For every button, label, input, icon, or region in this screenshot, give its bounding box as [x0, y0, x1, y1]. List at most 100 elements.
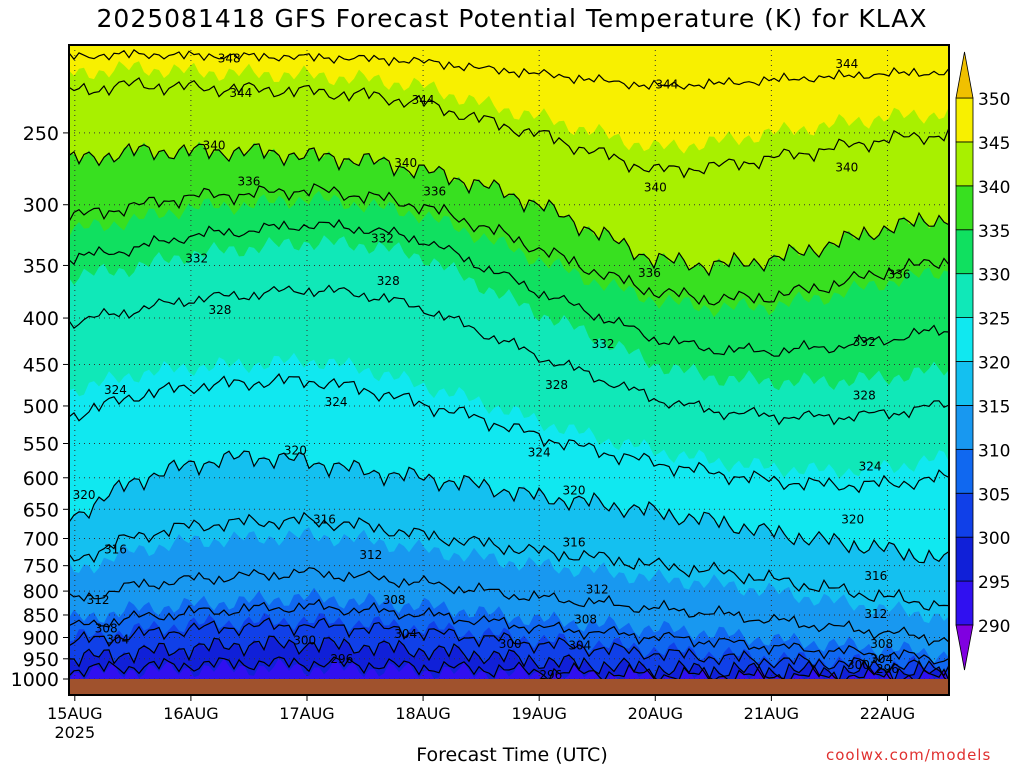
colorbar-segment-320: [955, 317, 974, 362]
colorbar-label-340: 340: [978, 178, 1010, 198]
x-axis-title: Forecast Time (UTC): [416, 744, 608, 766]
contour-label-304: 304: [106, 633, 129, 647]
contour-320: [69, 450, 949, 564]
contour-label-296: 296: [539, 668, 562, 682]
contour-label-320: 320: [73, 488, 96, 502]
y-tick-label-950: 950: [23, 649, 59, 671]
contour-label-316: 316: [563, 535, 586, 549]
contour-line-layer: [69, 49, 949, 684]
y-tick-label-400: 400: [23, 308, 59, 330]
contour-label-328: 328: [208, 303, 231, 317]
contour-label-312: 312: [359, 548, 382, 562]
y-axis: 2503003504004505005506006507007508008509…: [11, 123, 69, 691]
contour-label-328: 328: [545, 378, 568, 392]
y-tick-label-350: 350: [23, 255, 59, 277]
colorbar-label-310: 310: [978, 441, 1010, 461]
contour-label-312: 312: [864, 607, 887, 621]
y-tick-label-500: 500: [23, 396, 59, 418]
temperature-fill-layer: [69, 45, 949, 687]
contour-label-332: 332: [371, 232, 394, 246]
contour-340: [69, 142, 949, 277]
x-tick-label-19AUG: 19AUG: [511, 704, 566, 723]
x-tick-label-17AUG: 17AUG: [279, 704, 334, 723]
colorbar-segment-295: [955, 536, 974, 582]
contour-label-308: 308: [95, 622, 118, 636]
contour-label-336: 336: [888, 267, 911, 281]
x-tick-label-16AUG: 16AUG: [163, 704, 218, 723]
contour-300: [69, 635, 949, 683]
contour-308: [69, 598, 949, 665]
contour-label-332: 332: [185, 252, 208, 266]
colorbar-segment-300: [955, 492, 974, 538]
contour-label-312: 312: [586, 583, 609, 597]
contour-label-348: 348: [218, 52, 241, 66]
contour-label-308: 308: [383, 593, 406, 607]
colorbar-top-arrow: [955, 51, 974, 99]
colorbar: 290 295 300 305 310 315 320 325 330 335 340 345 350: [955, 51, 1010, 671]
x-tick-label-21AUG: 21AUG: [744, 704, 799, 723]
colorbar-label-295: 295: [978, 573, 1010, 593]
contour-332: [69, 218, 949, 357]
contour-label-340: 340: [203, 138, 226, 152]
colorbar-segment-335: [955, 185, 974, 231]
source-credit: coolwx.com/models: [826, 746, 992, 764]
contour-label-340: 340: [394, 156, 417, 170]
x-tick-label-22AUG: 22AUG: [860, 704, 915, 723]
contour-label-308: 308: [870, 637, 893, 651]
contour-label-296: 296: [876, 662, 899, 676]
x-tick-label-18AUG: 18AUG: [395, 704, 450, 723]
contour-label-316: 316: [313, 512, 336, 526]
y-tick-label-1000: 1000: [11, 669, 59, 691]
y-tick-label-600: 600: [23, 468, 59, 490]
colorbar-label-290: 290: [978, 617, 1010, 637]
colorbar-label-350: 350: [978, 90, 1010, 110]
ground-band: [69, 679, 949, 695]
contour-label-324: 324: [104, 383, 127, 397]
chart-title: 2025081418 GFS Forecast Potential Temper…: [96, 4, 928, 33]
colorbar-segment-310: [955, 405, 974, 450]
y-tick-label-700: 700: [23, 528, 59, 550]
contour-304: [69, 617, 949, 677]
colorbar-label-330: 330: [978, 266, 1010, 286]
colorbar-label-325: 325: [978, 310, 1010, 330]
contour-label-296: 296: [330, 652, 353, 666]
colorbar-segment-325: [955, 273, 974, 318]
y-tick-label-300: 300: [23, 195, 59, 217]
y-tick-label-850: 850: [23, 605, 59, 627]
colorbar-segment-290: [955, 580, 974, 626]
plot-frame: [68, 44, 950, 696]
x-tick-year-label: 2025: [54, 723, 95, 742]
contour-label-300: 300: [293, 634, 316, 648]
contour-324: [69, 373, 949, 494]
contour-label-324: 324: [528, 446, 551, 460]
colorbar-label-320: 320: [978, 354, 1010, 374]
colorbar-segment-340: [955, 141, 974, 187]
x-tick-label-20AUG: 20AUG: [628, 704, 683, 723]
colorbar-label-335: 335: [978, 222, 1010, 242]
y-tick-label-900: 900: [23, 627, 59, 649]
contour-label-320: 320: [563, 484, 586, 498]
y-tick-label-450: 450: [23, 354, 59, 376]
y-tick-label-750: 750: [23, 556, 59, 578]
colorbar-segment-305: [955, 448, 974, 494]
contour-label-304: 304: [870, 652, 893, 666]
y-tick-label-250: 250: [23, 123, 59, 145]
colorbar-label-315: 315: [978, 397, 1010, 417]
contour-label-328: 328: [377, 274, 400, 288]
contour-label-320: 320: [284, 444, 307, 458]
colorbar-label-345: 345: [978, 134, 1010, 154]
contour-label-304: 304: [394, 627, 417, 641]
colorbar-bottom-arrow: [955, 624, 974, 671]
colorbar-segment-330: [955, 229, 974, 275]
colorbar-label-305: 305: [978, 485, 1010, 505]
contour-label-308: 308: [574, 613, 597, 627]
contour-296: [69, 656, 949, 684]
contour-348: [69, 49, 949, 91]
contour-label-344: 344: [655, 77, 678, 91]
y-tick-label-800: 800: [23, 581, 59, 603]
contour-label-336: 336: [423, 184, 446, 198]
contour-label-332: 332: [853, 335, 876, 349]
y-tick-label-650: 650: [23, 499, 59, 521]
